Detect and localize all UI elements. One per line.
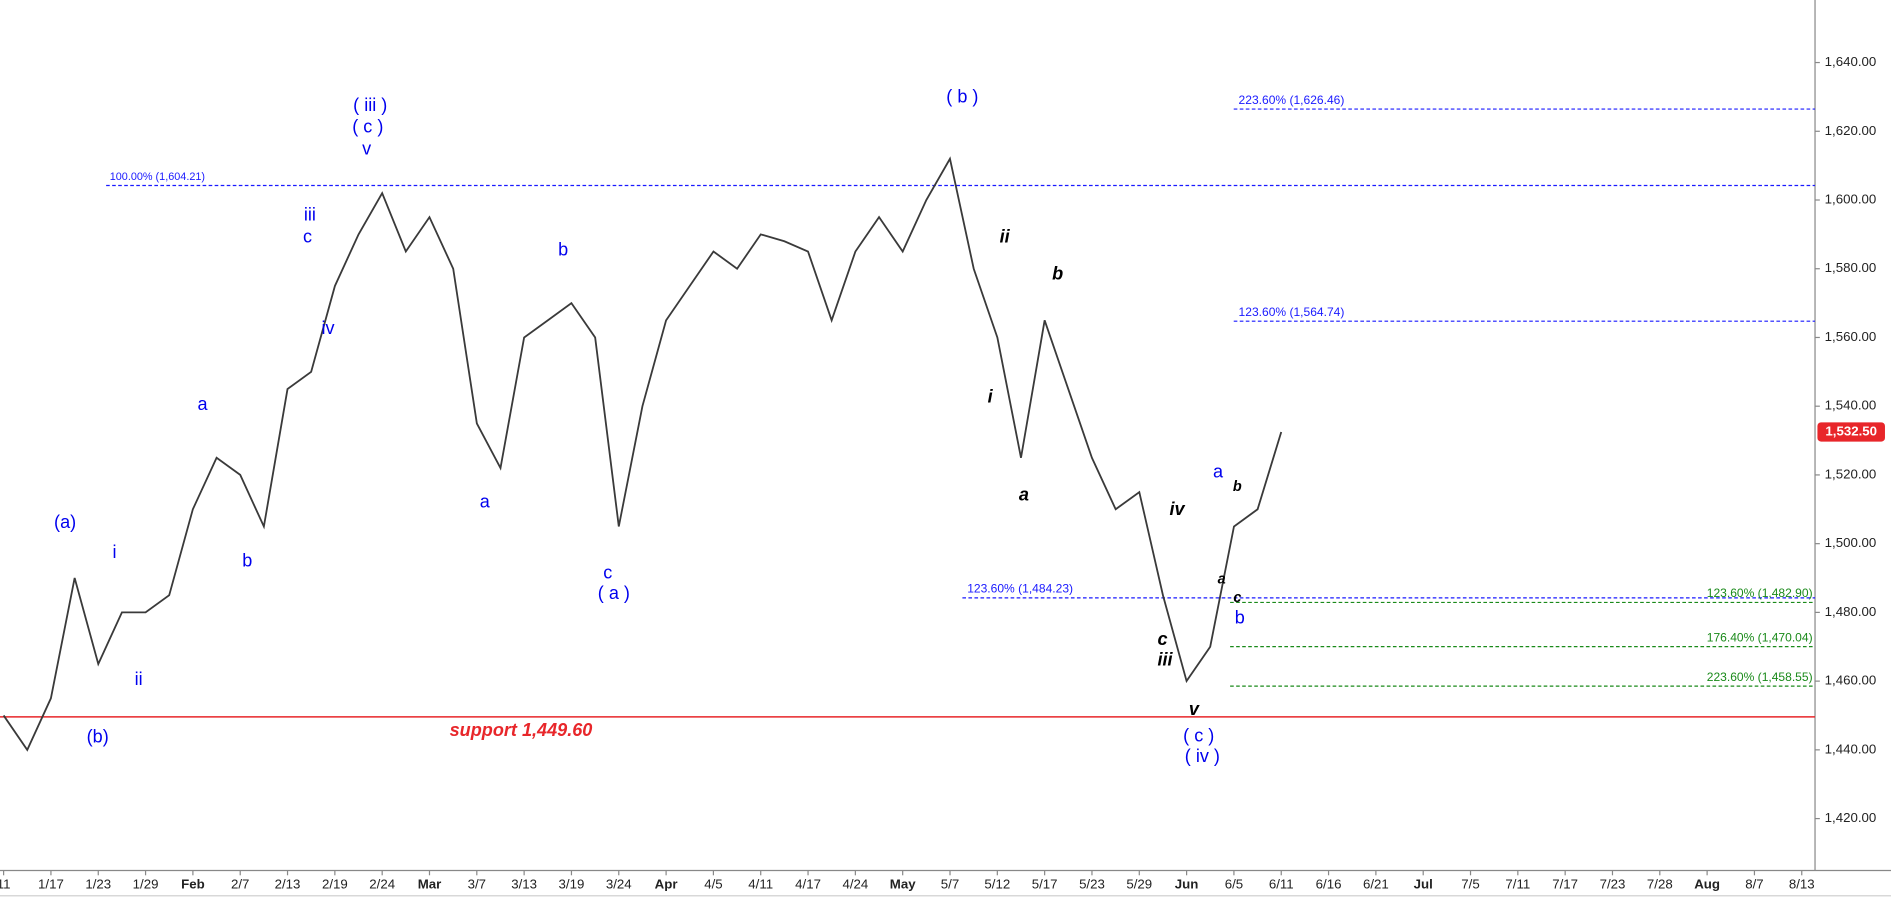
y-tick-label: 1,620.00 [1825,123,1877,138]
wave-label: a [1213,461,1224,481]
x-tick-label: 2/24 [369,876,395,891]
x-tick-label: 6/16 [1316,876,1342,891]
x-tick-label: 6/5 [1225,876,1243,891]
y-tick-label: 1,500.00 [1825,535,1877,550]
wave-label: b [1052,264,1063,284]
x-tick-label: 5/17 [1032,876,1058,891]
y-tick-label: 1,560.00 [1825,329,1877,344]
wave-label: ii [1000,226,1011,246]
wave-label: iv [321,318,334,338]
fib-level-label: 176.40% (1,470.04) [1707,630,1813,644]
support-label: support 1,449.60 [450,720,593,740]
x-tick-label: 5/12 [984,876,1010,891]
x-tick-label: 2/19 [322,876,348,891]
wave-label: ii [135,669,143,689]
x-tick-label: 4/11 [748,876,773,891]
x-tick-label: 3/7 [468,876,486,891]
x-tick-label: 5/29 [1126,876,1152,891]
x-tick-label: Jul [1414,876,1433,891]
fib-level-label: 123.60% (1,484.23) [967,582,1073,596]
x-tick-label: 2/7 [231,876,249,891]
x-tick-label: 7/23 [1600,876,1626,891]
x-tick-label: 8/13 [1789,876,1815,891]
wave-label: ( c ) [352,117,383,137]
y-tick-label: 1,520.00 [1825,466,1877,481]
y-tick-label: 1,540.00 [1825,398,1877,413]
y-tick-label: 1,440.00 [1825,741,1877,756]
wave-label: v [362,138,371,158]
x-tick-label: 2/13 [275,876,301,891]
x-tick-label: 11 [0,876,11,891]
fib-level-label: 123.60% (1,482.90) [1707,586,1813,600]
x-tick-label: 4/5 [704,876,722,891]
x-tick-label: 8/7 [1745,876,1763,891]
x-tick-label: 1/29 [133,876,159,891]
x-tick-label: 7/5 [1461,876,1479,891]
wave-label: ( iv ) [1185,746,1220,766]
wave-label: c [1233,590,1241,606]
wave-label: (a) [54,512,76,532]
price-line [2,156,1283,752]
x-tick-label: Apr [655,876,678,891]
wave-label: v [1189,699,1200,719]
last-price-label: 1,532.50 [1825,423,1877,438]
wave-label: (b) [87,727,109,747]
y-tick-label: 1,480.00 [1825,604,1877,619]
x-tick-label: Feb [181,876,205,891]
y-tick-label: 1,600.00 [1825,192,1877,207]
x-tick-label: Mar [418,876,442,891]
y-tick-label: 1,580.00 [1825,260,1877,275]
wave-label: iii [304,205,316,225]
x-tick-label: 7/11 [1505,876,1530,891]
x-tick-label: 3/13 [511,876,537,891]
x-tick-label: 1/23 [85,876,111,891]
wave-label: i [988,387,994,407]
wave-label: ( b ) [946,86,978,106]
wave-label: b [1235,607,1245,627]
x-tick-label: 7/28 [1647,876,1673,891]
wave-label: ( c ) [1183,725,1214,745]
x-tick-label: 3/24 [606,876,632,891]
fib-level-label: 100.00% (1,604.21) [110,171,205,183]
x-tick-label: 5/7 [941,876,959,891]
wave-label: ( a ) [598,583,630,603]
wave-label: a [1019,484,1029,504]
x-tick-label: May [890,876,916,891]
wave-label: b [558,240,568,260]
wave-label: c [1158,629,1168,649]
wave-label: a [480,492,491,512]
fib-level-label: 123.60% (1,564.74) [1239,305,1345,319]
x-tick-label: 6/21 [1363,876,1389,891]
x-tick-label: 3/19 [559,876,585,891]
wave-label: ( iii ) [353,95,387,115]
x-tick-label: 4/17 [795,876,821,891]
wave-label: c [303,226,312,246]
y-tick-label: 1,420.00 [1825,810,1877,825]
fib-level-label: 223.60% (1,626.46) [1239,93,1345,107]
last-price-box [1817,422,1885,442]
wave-label: iv [1170,499,1186,519]
x-tick-label: 7/17 [1552,876,1578,891]
wave-label: iii [1157,649,1173,669]
x-tick-label: 6/11 [1269,876,1294,891]
wave-label: a [1218,572,1226,588]
wave-label: i [113,542,117,562]
x-tick-label: Aug [1694,876,1720,891]
wave-label: a [198,394,209,414]
x-tick-label: Jun [1175,876,1199,891]
wave-label: b [242,551,252,571]
wave-label: b [1233,479,1242,495]
x-tick-label: 5/23 [1079,876,1105,891]
wave-label: c [603,563,612,583]
fib-level-label: 223.60% (1,458.55) [1707,670,1813,684]
y-tick-label: 1,460.00 [1825,673,1877,688]
x-tick-label: 4/24 [842,876,868,891]
x-tick-label: 1/17 [38,876,64,891]
y-tick-label: 1,640.00 [1825,54,1877,69]
